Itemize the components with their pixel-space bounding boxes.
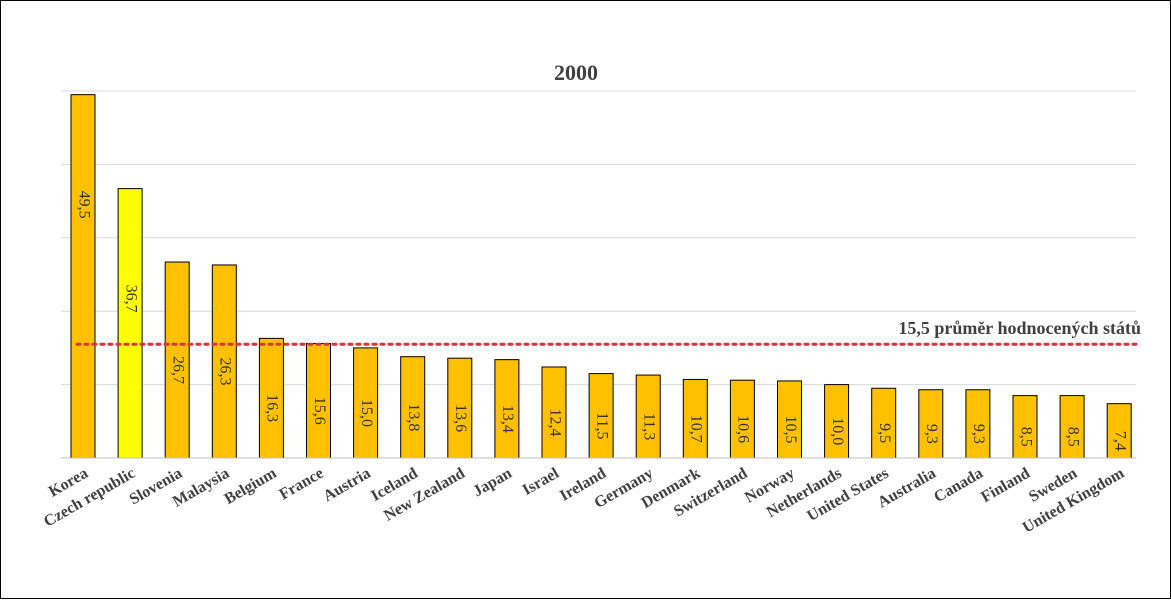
bar — [918, 389, 944, 459]
reference-line-group: 15,5 průměr hodnocených států — [75, 318, 1141, 346]
bar-value-label: 9,3 — [970, 424, 987, 444]
bar-value-label: 10,0 — [829, 417, 846, 445]
bar — [824, 384, 850, 459]
x-tick-label: Austria — [320, 465, 373, 506]
bar-value-label: 15,0 — [358, 399, 375, 427]
bar — [494, 359, 520, 459]
bar — [871, 387, 897, 459]
bar — [965, 389, 991, 459]
bar — [70, 94, 96, 459]
bar-value-label: 9,5 — [876, 423, 893, 443]
bar-value-label: 26,7 — [170, 356, 187, 384]
bar-value-label: 10,6 — [735, 415, 752, 443]
x-tick-label: Finland — [978, 465, 1033, 506]
x-tick-label: Canada — [931, 465, 986, 506]
bar-value-label: 13,6 — [452, 404, 469, 432]
x-tick-label: France — [276, 465, 326, 504]
bar — [588, 373, 614, 459]
bar — [258, 337, 284, 459]
bar — [1012, 395, 1038, 459]
average-reference-label: 15,5 průměr hodnocených států — [898, 318, 1141, 338]
bar — [682, 378, 708, 459]
bar-value-label: 12,4 — [546, 408, 563, 436]
bar-value-label: 26,3 — [217, 357, 234, 385]
bar-value-label: 36,7 — [122, 285, 139, 313]
bar — [777, 380, 802, 459]
bars: 49,5 36,7 26,7 26,3 16,3 15,6 15,0 13,8 13,6 13,4… — [70, 94, 1132, 459]
bar-value-label: 15,6 — [311, 397, 328, 425]
bar-value-label: 11,3 — [641, 413, 658, 440]
bar-value-label: 7,4 — [1112, 431, 1129, 451]
bar-value-label: 49,5 — [75, 191, 92, 219]
bar-value-label: 13,8 — [405, 403, 422, 431]
bar — [164, 261, 190, 459]
bar — [353, 347, 379, 459]
x-tick-label: Israel — [520, 464, 563, 499]
bar — [541, 366, 567, 459]
x-tick-label: Belgium — [222, 464, 280, 508]
bar — [635, 374, 661, 459]
bar — [1059, 395, 1085, 459]
bar-value-label: 8,5 — [1064, 427, 1081, 447]
bar-value-label: 10,5 — [782, 415, 799, 443]
bar — [1106, 403, 1132, 459]
bar-value-label: 11,5 — [593, 412, 610, 439]
bar-value-label: 13,4 — [499, 405, 516, 433]
x-tick-label: Japan — [470, 465, 515, 501]
gridlines — [61, 90, 1136, 386]
bar-value-label: 8,5 — [1017, 427, 1034, 447]
bar — [400, 356, 426, 459]
bar — [117, 188, 143, 459]
bar-value-label: 16,3 — [264, 394, 281, 422]
chart-title: 2000 — [554, 60, 598, 85]
bar — [447, 357, 473, 459]
bar — [729, 379, 755, 459]
bar-value-label: 9,3 — [923, 424, 940, 444]
bar-value-label: 10,7 — [688, 415, 705, 443]
